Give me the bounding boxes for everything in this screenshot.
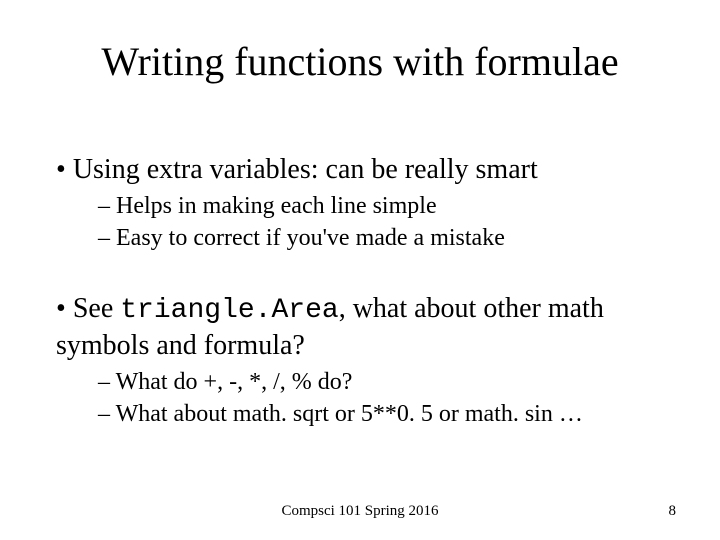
bullet-2-sub-1-text: What do +, -, *, /, % do?: [116, 369, 353, 395]
bullet-2: • See triangle.Area, what about other ma…: [56, 291, 680, 363]
bullet-1-sub-1: – Helps in making each line simple: [98, 191, 680, 221]
dash-mark: –: [98, 367, 110, 397]
bullet-1-sub-2-text: Easy to correct if you've made a mistake: [116, 225, 505, 251]
dash-mark: –: [98, 399, 110, 429]
spacer: [56, 253, 680, 281]
footer-page-number: 8: [669, 503, 677, 520]
bullet-1-text: Using extra variables: can be really sma…: [73, 154, 538, 185]
bullet-1-sub-2: – Easy to correct if you've made a mista…: [98, 223, 680, 253]
bullet-mark: •: [56, 291, 66, 326]
bullet-2-sub-1: – What do +, -, *, /, % do?: [98, 367, 680, 397]
slide: Writing functions with formulae • Using …: [0, 0, 720, 540]
bullet-mark: •: [56, 152, 66, 187]
dash-mark: –: [98, 223, 110, 253]
bullet-1: • Using extra variables: can be really s…: [56, 152, 680, 187]
bullet-2-code: triangle.Area: [120, 295, 338, 326]
slide-title: Writing functions with formulae: [0, 38, 720, 85]
footer-course: Compsci 101 Spring 2016: [0, 503, 720, 520]
bullet-1-sub-1-text: Helps in making each line simple: [116, 193, 437, 219]
bullet-2-pre: See: [73, 293, 120, 324]
bullet-2-sub-2-text: What about math. sqrt or 5**0. 5 or math…: [116, 401, 583, 427]
bullet-2-sub-2: – What about math. sqrt or 5**0. 5 or ma…: [98, 399, 680, 429]
slide-body: • Using extra variables: can be really s…: [56, 142, 680, 429]
dash-mark: –: [98, 191, 110, 221]
